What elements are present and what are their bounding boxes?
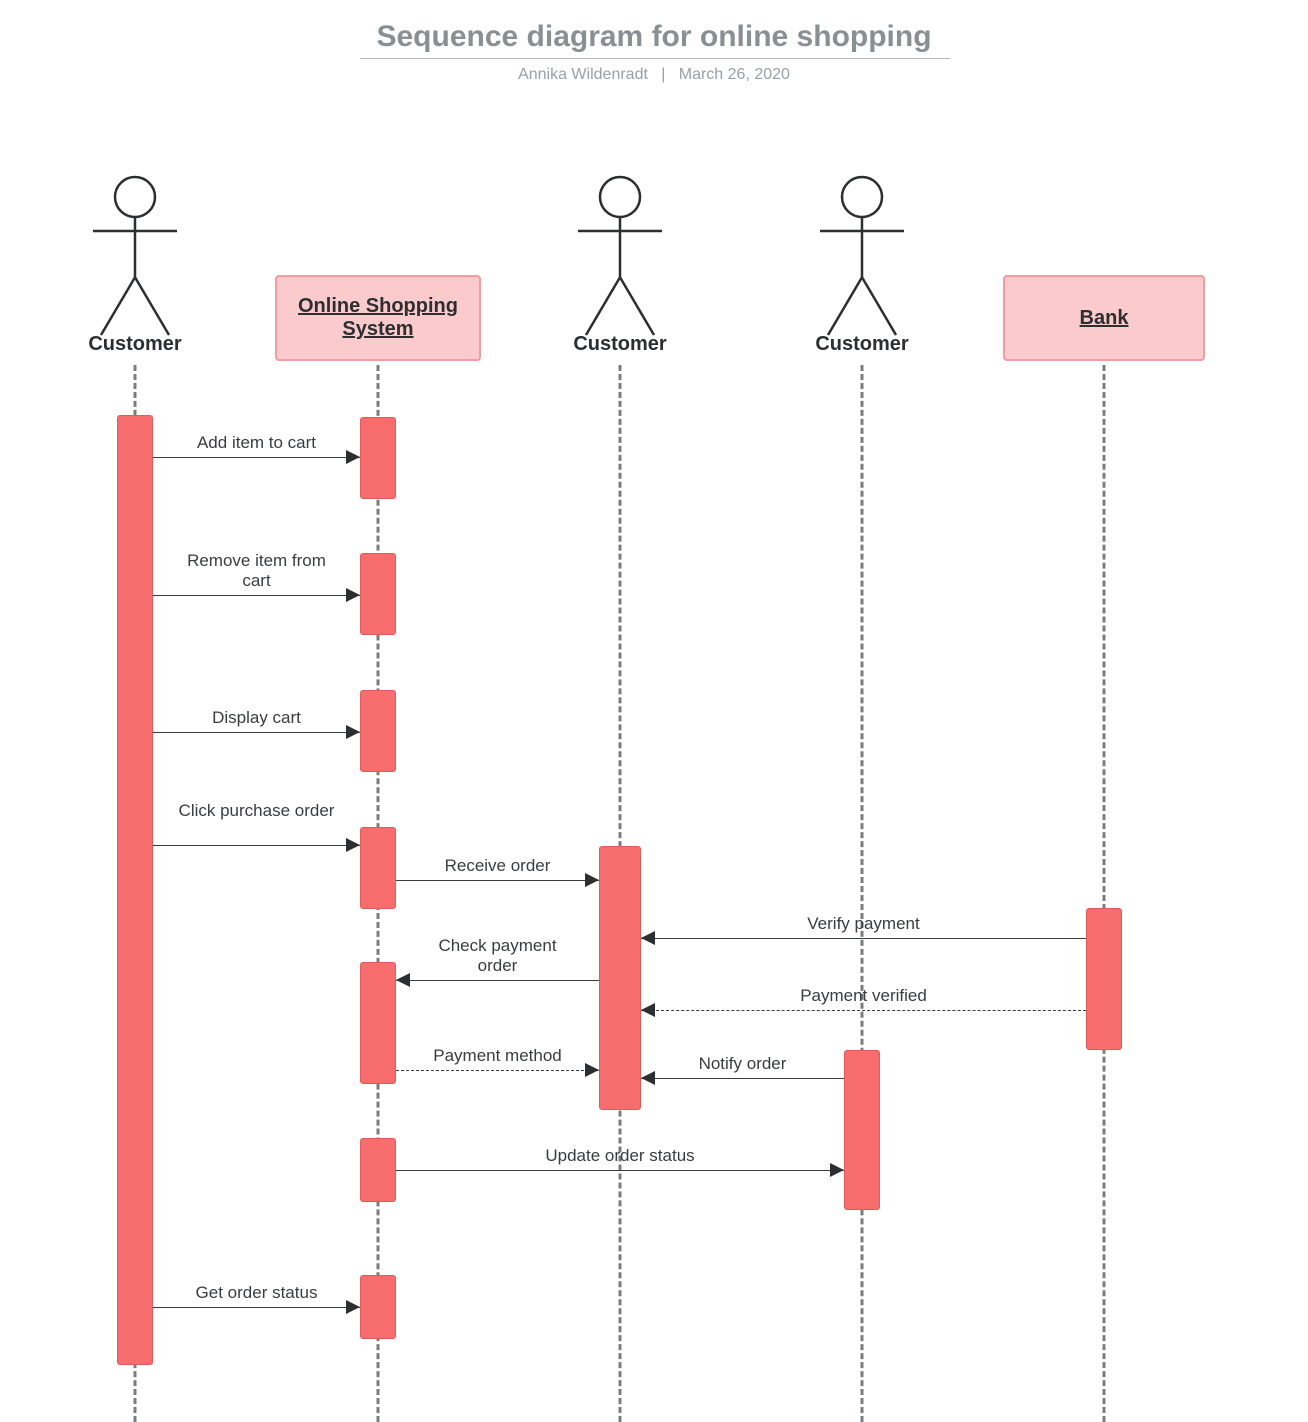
message-label: Verify payment <box>807 914 919 934</box>
activation-bar <box>360 962 396 1084</box>
arrow-head-icon <box>346 450 360 464</box>
message-label: Click purchase order <box>177 801 337 821</box>
message-label: Notify order <box>699 1054 787 1074</box>
actor-label: Customer <box>815 333 908 356</box>
page-subtitle: Annika Wildenradt | March 26, 2020 <box>0 66 1308 84</box>
activation-bar <box>360 417 396 499</box>
arrow-head-icon <box>396 973 410 987</box>
message-line <box>396 1070 599 1071</box>
arrow-head-icon <box>346 725 360 739</box>
arrow-head-icon <box>346 838 360 852</box>
message-label: Check payment order <box>418 936 578 977</box>
page-title: Sequence diagram for online shopping <box>0 20 1308 54</box>
message-label: Add item to cart <box>197 433 316 453</box>
message-line <box>153 1307 360 1308</box>
author-name: Annika Wildenradt <box>518 66 648 83</box>
actor-label: Customer <box>573 333 666 356</box>
activation-bar <box>117 415 153 1365</box>
lifeline-node: Bank <box>1003 275 1205 361</box>
arrow-head-icon <box>641 931 655 945</box>
actor-figure-icon <box>812 175 912 340</box>
message-label: Get order status <box>196 1283 318 1303</box>
arrow-head-icon <box>346 1300 360 1314</box>
title-underline <box>360 58 950 59</box>
lifeline <box>861 365 864 1422</box>
activation-bar <box>844 1050 880 1210</box>
message-line <box>641 1078 844 1079</box>
activation-bar <box>360 827 396 909</box>
message-line <box>396 1170 844 1171</box>
arrow-head-icon <box>346 588 360 602</box>
activation-bar <box>1086 908 1122 1050</box>
activation-bar <box>360 1275 396 1339</box>
actor-label: Customer <box>88 333 181 356</box>
message-line <box>153 595 360 596</box>
activation-bar <box>360 690 396 772</box>
arrow-head-icon <box>585 873 599 887</box>
message-label: Update order status <box>545 1146 694 1166</box>
message-line <box>153 457 360 458</box>
lifeline-node: Online Shopping System <box>275 275 481 361</box>
arrow-head-icon <box>641 1071 655 1085</box>
message-label: Remove item from cart <box>177 551 337 592</box>
message-label: Display cart <box>212 708 301 728</box>
lifeline <box>1103 365 1106 1422</box>
sequence-diagram: Sequence diagram for online shopping Ann… <box>0 0 1308 1422</box>
arrow-head-icon <box>830 1163 844 1177</box>
activation-bar <box>599 846 641 1110</box>
message-label: Payment verified <box>800 986 927 1006</box>
message-line <box>153 845 360 846</box>
message-line <box>153 732 360 733</box>
actor-figure-icon <box>85 175 185 340</box>
subtitle-separator: | <box>652 66 674 83</box>
message-label: Payment method <box>433 1046 562 1066</box>
arrow-head-icon <box>641 1003 655 1017</box>
message-label: Receive order <box>445 856 551 876</box>
message-line <box>641 1010 1086 1011</box>
message-line <box>396 980 599 981</box>
activation-bar <box>360 553 396 635</box>
message-line <box>641 938 1086 939</box>
actor-figure-icon <box>570 175 670 340</box>
page-date: March 26, 2020 <box>679 66 790 83</box>
arrow-head-icon <box>585 1063 599 1077</box>
message-line <box>396 880 599 881</box>
activation-bar <box>360 1138 396 1202</box>
